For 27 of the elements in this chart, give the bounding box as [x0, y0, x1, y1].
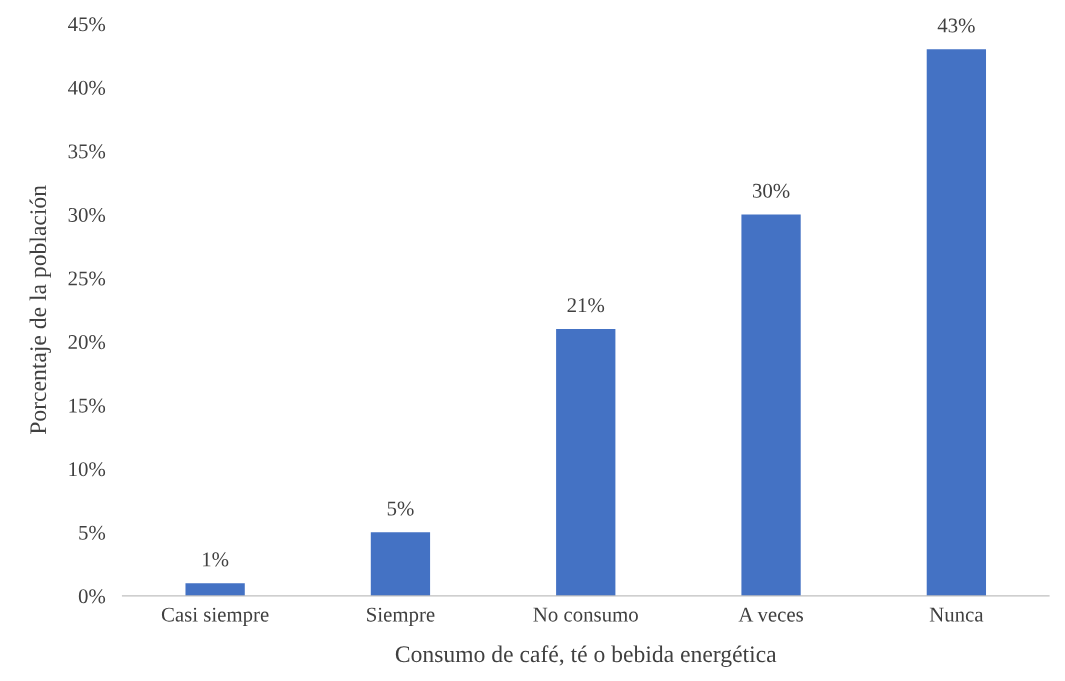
data-label: 30%	[752, 183, 790, 198]
y-tick-label: 25%	[68, 271, 106, 286]
x-tick-label: Siempre	[367, 607, 435, 626]
data-label: 43%	[937, 18, 975, 33]
bar	[185, 583, 245, 596]
data-label: 1%	[203, 552, 229, 567]
x-axis-title: Consumo de café, té o bebida energética	[395, 645, 777, 668]
y-tick-label: 20%	[68, 335, 106, 350]
y-tick-label: 5%	[79, 525, 106, 540]
y-tick-label: 30%	[68, 207, 106, 223]
y-tick-label: 15%	[69, 398, 106, 413]
y-tick-label: 0%	[78, 589, 106, 604]
bar	[370, 532, 431, 596]
bar	[556, 328, 616, 596]
data-label: 5%	[387, 501, 414, 516]
data-label: 21%	[567, 298, 605, 313]
x-tick-label: No consumo	[533, 607, 638, 622]
y-axis-title: Porcentaje de la población	[29, 185, 51, 435]
y-tick-label: 45%	[68, 17, 106, 32]
x-tick-label: A veces	[738, 607, 803, 622]
y-tick-label: 35%	[68, 144, 106, 159]
y-tick-label: 10%	[69, 462, 106, 477]
x-tick-label: Nunca	[929, 607, 984, 622]
bar	[926, 49, 987, 596]
y-tick-label: 40%	[68, 80, 106, 95]
x-tick-label: Casi siempre	[161, 607, 269, 626]
bar	[741, 214, 801, 596]
